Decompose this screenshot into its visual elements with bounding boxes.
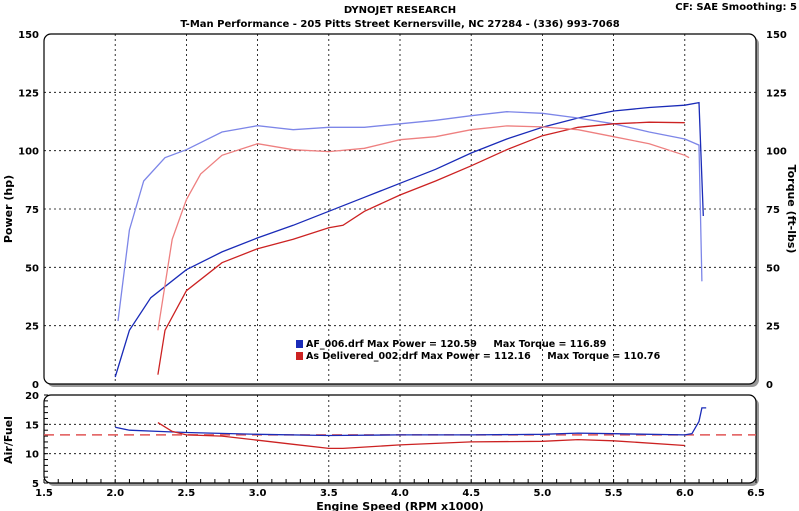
y2-tick-label: 125 xyxy=(766,88,787,99)
x-tick-label: 6.0 xyxy=(676,488,694,499)
series-line-as-delivered-002-drf xyxy=(157,422,685,450)
x-tick-label: 1.5 xyxy=(35,488,53,499)
x-tick-label: 5.5 xyxy=(605,488,623,499)
y2-tick-label: 0 xyxy=(766,380,773,391)
torque-axis-label: Torque (ft-lbs) xyxy=(785,165,798,254)
x-tick-label: 2.5 xyxy=(178,488,196,499)
legend: AF_006.drf Max Power = 120.59 Max Torque… xyxy=(296,339,661,362)
series-line-af-006-drf-torque xyxy=(117,111,703,322)
legend-swatch-af006 xyxy=(296,340,303,348)
y-tick-label: 10 xyxy=(25,450,39,461)
x-tick-label: 5.0 xyxy=(534,488,552,499)
legend-entry-as-delivered: As Delivered_002.drf Max Power = 112.16 … xyxy=(306,351,661,362)
y2-tick-label: 75 xyxy=(766,205,780,216)
power-axis-label: Power (hp) xyxy=(2,175,15,243)
chart-subtitle: T-Man Performance - 205 Pitts Street Ker… xyxy=(180,19,619,30)
x-tick-label: 4.5 xyxy=(462,488,480,499)
legend-swatch-as-delivered xyxy=(296,352,303,360)
y-tick-label: 20 xyxy=(25,391,39,402)
chart-title: DYNOJET RESEARCH xyxy=(344,5,456,16)
y-tick-label: 25 xyxy=(25,322,39,333)
y-tick-label: 15 xyxy=(25,420,39,431)
y2-tick-label: 50 xyxy=(766,263,780,274)
settings-label: CF: SAE Smoothing: 5 xyxy=(675,2,797,13)
y-tick-label: 0 xyxy=(32,380,39,391)
series-line-af-006-drf-power xyxy=(114,101,704,378)
x-tick-label: 3.5 xyxy=(320,488,338,499)
x-tick-label: 3.0 xyxy=(249,488,267,499)
y-tick-label: 125 xyxy=(18,88,39,99)
x-tick-label: 6.5 xyxy=(747,488,765,499)
x-tick-label: 4.0 xyxy=(391,488,409,499)
y-tick-label: 5 xyxy=(32,479,39,490)
y-tick-label: 50 xyxy=(25,263,39,274)
y-tick-label: 150 xyxy=(18,30,39,41)
x-axis-label: Engine Speed (RPM x1000) xyxy=(316,500,484,511)
plot-area xyxy=(43,394,757,484)
legend-entry-af006: AF_006.drf Max Power = 120.59 Max Torque… xyxy=(306,339,606,350)
y2-tick-label: 150 xyxy=(766,30,787,41)
series-line-as-delivered-002-drf-power xyxy=(157,121,685,375)
y2-tick-label: 25 xyxy=(766,322,780,333)
afr-axis-label: Air/Fuel xyxy=(2,416,15,464)
series-line-as-delivered-002-drf-torque xyxy=(157,125,690,331)
y-tick-label: 75 xyxy=(25,205,39,216)
y2-tick-label: 100 xyxy=(766,147,787,158)
x-tick-label: 2.0 xyxy=(106,488,124,499)
y-tick-label: 100 xyxy=(18,147,39,158)
